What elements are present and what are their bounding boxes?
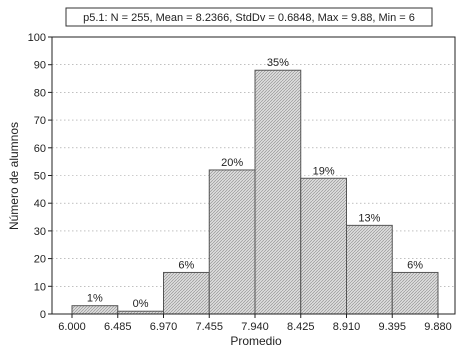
bar-percent-label: 6% — [178, 259, 194, 271]
histogram-bar — [163, 271, 210, 315]
histogram-bar — [71, 305, 119, 315]
bar-percent-label: 1% — [87, 293, 103, 305]
x-tick-label: 7.940 — [241, 321, 269, 333]
bar-percent-label: 20% — [221, 157, 243, 169]
y-tick-label: 40 — [34, 198, 46, 210]
plot-frame — [51, 36, 456, 315]
y-axis-title: Número de alumnos — [7, 122, 21, 230]
x-tick-label: 8.425 — [287, 321, 315, 333]
bar-percent-label: 6% — [407, 259, 423, 271]
y-tick-label: 10 — [34, 281, 46, 293]
y-tick-label: 30 — [34, 226, 46, 238]
y-tick-label: 70 — [34, 115, 46, 127]
bar-percent-label: 0% — [133, 298, 149, 310]
bar-percent-label: 35% — [267, 57, 289, 69]
y-tick-label: 90 — [34, 60, 46, 72]
y-axis-ticks: 0 10 20 30 40 50 60 70 80 90 100 — [28, 32, 52, 321]
x-tick-label: 8.910 — [333, 321, 361, 333]
y-tick-label: 0 — [40, 309, 46, 321]
y-tick-label: 100 — [28, 32, 46, 44]
x-tick-label: 9.395 — [378, 321, 406, 333]
y-tick-label: 80 — [34, 87, 46, 99]
histogram-bar — [346, 224, 393, 315]
x-axis-title: Promedio — [230, 334, 282, 348]
histogram-bar — [300, 177, 347, 315]
histogram-bar — [254, 69, 302, 315]
chart-title-text: p5.1: N = 255, Mean = 8.2366, StdDv = 0.… — [83, 12, 415, 24]
bar-percent-label: 19% — [313, 165, 335, 177]
x-tick-label: 7.455 — [195, 321, 223, 333]
histogram-bar — [391, 271, 439, 315]
y-tick-label: 60 — [34, 143, 46, 155]
histogram-bar — [208, 169, 256, 315]
y-tick-label: 20 — [34, 254, 46, 266]
bar-percent-label: 13% — [358, 212, 380, 224]
x-tick-label: 6.970 — [150, 321, 178, 333]
x-tick-label: 6.485 — [104, 321, 132, 333]
bars — [71, 69, 439, 315]
bar-labels: 1% 0% 6% 20% 35% 19% 13% 6% — [87, 57, 423, 310]
x-tick-label: 9.880 — [424, 321, 452, 333]
y-tick-label: 50 — [34, 171, 46, 183]
x-axis-ticks: 6.000 6.485 6.970 7.455 7.940 8.425 8.910 9.395… — [58, 314, 452, 333]
x-tick-label: 6.000 — [58, 321, 86, 333]
chart-title: p5.1: N = 255, Mean = 8.2366, StdDv = 0.… — [65, 7, 433, 27]
